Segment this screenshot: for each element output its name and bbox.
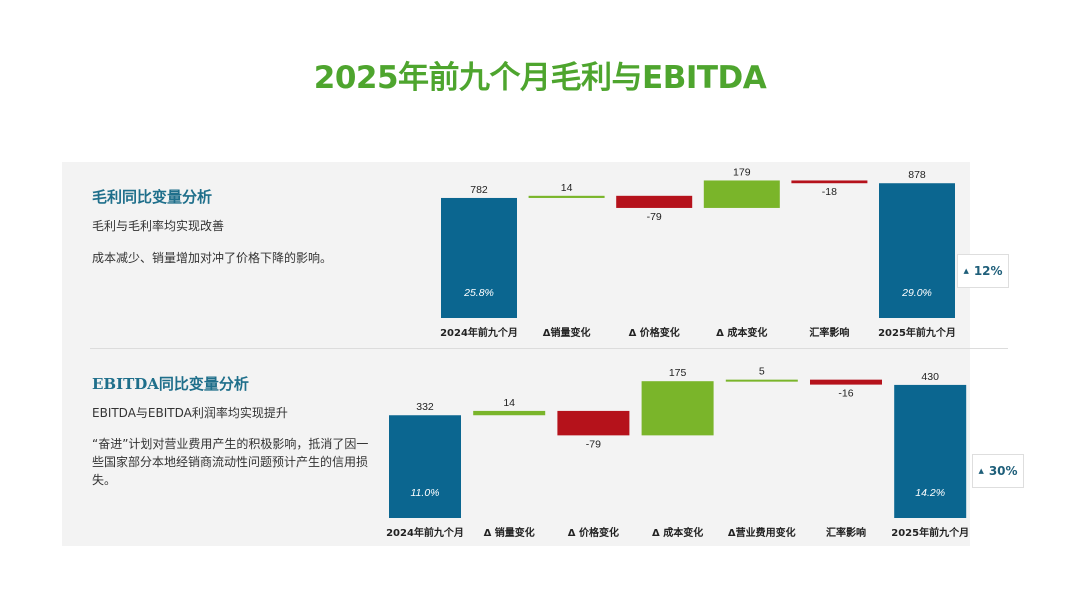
total-bar bbox=[441, 197, 517, 318]
value-label: -79 bbox=[586, 438, 601, 450]
value-label: 878 bbox=[908, 169, 926, 181]
category-label: 汇率影响 bbox=[826, 526, 866, 539]
margin-label: 11.0% bbox=[411, 487, 440, 499]
category-label: 2024年前九个月 bbox=[440, 326, 518, 339]
value-label: 175 bbox=[669, 367, 687, 379]
value-label: -18 bbox=[822, 186, 837, 198]
increase-bar bbox=[473, 410, 546, 416]
category-label: Δ 价格变化 bbox=[568, 526, 619, 539]
gross-profit-heading: 毛利同比变量分析 bbox=[92, 188, 213, 206]
margin-label: 25.8% bbox=[463, 287, 494, 299]
increase-bar bbox=[725, 379, 798, 382]
value-label: 14 bbox=[561, 182, 573, 194]
category-label: 汇率影响 bbox=[809, 326, 849, 339]
increase-bar bbox=[641, 381, 714, 436]
value-label: 5 bbox=[759, 366, 765, 378]
decrease-bar bbox=[616, 195, 693, 208]
value-label: 782 bbox=[470, 184, 488, 196]
value-label: 179 bbox=[733, 166, 751, 178]
increase-bar bbox=[703, 180, 780, 208]
value-label: 430 bbox=[921, 371, 939, 383]
total-bar bbox=[894, 384, 967, 518]
gross-profit-growth-value: 12% bbox=[973, 264, 1003, 278]
category-label: Δ销量变化 bbox=[543, 326, 591, 339]
margin-label: 14.2% bbox=[915, 487, 945, 499]
ebitda-desc-2: “奋进”计划对营业费用产生的积极影响，抵消了因一些国家部分本地经销商流动性问题预… bbox=[92, 437, 369, 487]
gross-profit-growth-badge: ▲ 12% bbox=[957, 254, 1009, 288]
margin-label: 29.0% bbox=[901, 287, 932, 299]
section-divider bbox=[90, 348, 1008, 349]
increase-bar bbox=[528, 195, 605, 198]
decrease-bar bbox=[791, 180, 868, 184]
value-label: 332 bbox=[416, 401, 434, 413]
gross-profit-desc-1: 毛利与毛利率均实现改善 bbox=[92, 219, 225, 233]
ebitda-heading: EBITDA同比变量分析 bbox=[92, 375, 249, 393]
category-label: 2025年前九个月 bbox=[878, 326, 956, 339]
total-bar bbox=[879, 183, 955, 318]
ebitda-growth-value: 30% bbox=[988, 464, 1018, 478]
category-label: Δ 成本变化 bbox=[652, 526, 703, 539]
decrease-bar bbox=[557, 410, 630, 436]
category-label: Δ 成本变化 bbox=[716, 326, 767, 339]
category-label: Δ 价格变化 bbox=[629, 326, 680, 339]
total-bar bbox=[389, 415, 461, 518]
category-label: 2024年前九个月 bbox=[386, 526, 464, 539]
decrease-bar bbox=[810, 379, 882, 385]
value-label: -79 bbox=[647, 211, 662, 223]
ebitda-growth-badge: ▲ 30% bbox=[972, 454, 1024, 488]
value-label: 14 bbox=[503, 397, 515, 409]
up-triangle-icon: ▲ bbox=[978, 467, 984, 475]
category-label: 2025年前九个月 bbox=[891, 526, 969, 539]
up-triangle-icon: ▲ bbox=[963, 267, 969, 275]
value-label: -16 bbox=[838, 388, 853, 400]
category-label: Δ 销量变化 bbox=[484, 526, 535, 539]
page-title: 2025年前九个月毛利与EBITDA bbox=[313, 60, 767, 96]
category-label: Δ营业费用变化 bbox=[728, 526, 796, 539]
gross-profit-desc-2: 成本减少、销量增加对冲了价格下降的影响。 bbox=[92, 251, 333, 265]
ebitda-desc-1: EBITDA与EBITDA利润率均实现提升 bbox=[92, 406, 288, 420]
